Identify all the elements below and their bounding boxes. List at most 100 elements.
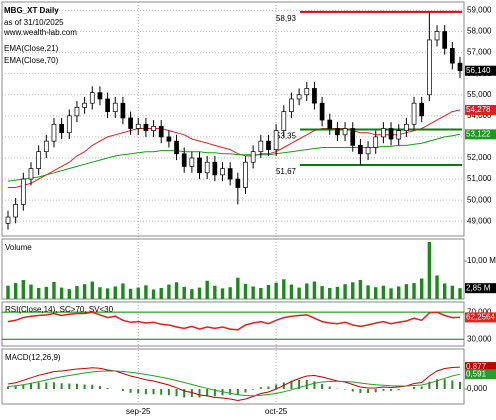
- volume-bar: [366, 285, 370, 299]
- histogram-bar: [175, 389, 178, 397]
- candle-body: [327, 119, 333, 129]
- histogram-bar: [382, 389, 385, 391]
- candle-body: [105, 98, 110, 112]
- candle-body: [5, 216, 11, 224]
- volume-bar: [251, 286, 255, 299]
- histogram-bar: [459, 381, 461, 389]
- histogram-bar: [68, 383, 71, 389]
- volume-bar: [236, 277, 240, 299]
- last-value-box: [465, 129, 496, 140]
- candle-body: [335, 128, 340, 136]
- volume-bar: [243, 283, 248, 299]
- y-tick-label: 57,000: [467, 48, 492, 57]
- candle-body: [36, 151, 41, 169]
- volume-bar: [297, 287, 301, 299]
- last-value-label: 54,278: [466, 105, 491, 114]
- volume-bar: [82, 284, 87, 299]
- volume-bar: [44, 286, 49, 299]
- candle-body: [189, 157, 195, 167]
- candle-body: [411, 102, 417, 125]
- y-tick-label: 52,000: [467, 153, 492, 162]
- histogram-bar: [121, 389, 124, 391]
- y-tick-label: 49,000: [467, 216, 492, 225]
- last-value-label: 0,877: [466, 362, 487, 371]
- histogram-bar: [45, 382, 48, 389]
- panel-frame: [1, 348, 465, 405]
- histogram-bar: [60, 383, 63, 389]
- histogram-bar: [144, 389, 147, 395]
- histogram-bar: [213, 389, 216, 397]
- candle-body: [120, 102, 126, 119]
- chart-title: MBG_XT Daily: [4, 6, 59, 15]
- y-tick-label: 54,000: [467, 111, 492, 120]
- candle-body: [174, 140, 179, 155]
- histogram-bar: [206, 389, 209, 397]
- volume-bar: [320, 286, 324, 299]
- y-tick-label: 10,00 M: [467, 256, 496, 265]
- histogram-bar: [14, 386, 17, 389]
- volume-bar: [289, 284, 294, 299]
- histogram-bar: [7, 386, 9, 389]
- volume-bar: [174, 282, 179, 299]
- volume-bar: [266, 284, 271, 299]
- candle-body: [427, 39, 432, 96]
- histogram-bar: [428, 381, 431, 389]
- y-tick-label: 59,000: [467, 6, 492, 15]
- panel-frame: [1, 238, 465, 300]
- histogram-bar: [106, 388, 109, 389]
- histogram-bar: [198, 389, 201, 398]
- histogram-bar: [259, 387, 262, 389]
- candle-body: [158, 126, 164, 138]
- y-tick-label: 58,000: [467, 27, 492, 36]
- candle-body: [350, 128, 356, 146]
- volume-bar: [205, 280, 209, 299]
- histogram-bar: [305, 379, 308, 389]
- candle-body: [43, 140, 49, 153]
- histogram-bar: [359, 389, 362, 393]
- volume-bar: [389, 288, 393, 299]
- histogram-bar: [244, 389, 247, 393]
- volume-bar: [159, 287, 163, 299]
- last-value-label: 2,85 M: [466, 283, 491, 292]
- last-value-box: [465, 312, 496, 323]
- histogram-bar: [29, 383, 32, 389]
- candle-body: [97, 92, 103, 100]
- histogram-bar: [83, 384, 86, 389]
- histogram-bar: [129, 389, 132, 393]
- level-label: 51,67: [276, 167, 297, 176]
- last-value-label: 62,2564: [466, 313, 495, 322]
- last-value-label: 53,122: [466, 129, 491, 138]
- candle-body: [281, 111, 287, 131]
- candle-body: [358, 145, 363, 155]
- volume-bar: [98, 287, 102, 299]
- last-value-label: 0,591: [466, 369, 487, 378]
- candle-body: [235, 178, 241, 188]
- macd-line: [7, 366, 461, 402]
- volume-bar: [343, 284, 347, 299]
- candle-body: [258, 140, 264, 153]
- volume-bar: [151, 289, 156, 299]
- volume-bar: [328, 287, 332, 299]
- candle-body: [373, 136, 379, 148]
- histogram-bar: [298, 380, 301, 389]
- last-value-label: 56,140: [466, 66, 491, 75]
- volume-bar: [144, 285, 148, 299]
- last-value-box: [465, 369, 496, 380]
- candle-body: [273, 130, 279, 150]
- candle-body: [296, 94, 302, 100]
- volume-bar: [274, 282, 278, 299]
- volume-bar: [67, 289, 71, 299]
- rsi-line: [7, 311, 461, 331]
- histogram-bar: [390, 389, 393, 391]
- candle-body: [434, 31, 440, 41]
- candle-body: [442, 31, 448, 49]
- candle-body: [404, 123, 409, 131]
- candle-body: [89, 92, 95, 104]
- volume-bar: [29, 284, 33, 299]
- volume-bar: [458, 288, 462, 299]
- histogram-bar: [267, 386, 270, 389]
- volume-bar: [52, 281, 56, 299]
- panel-title: RSI(Close,14), SC>70, SV<30: [5, 305, 114, 314]
- candle-body: [304, 88, 310, 96]
